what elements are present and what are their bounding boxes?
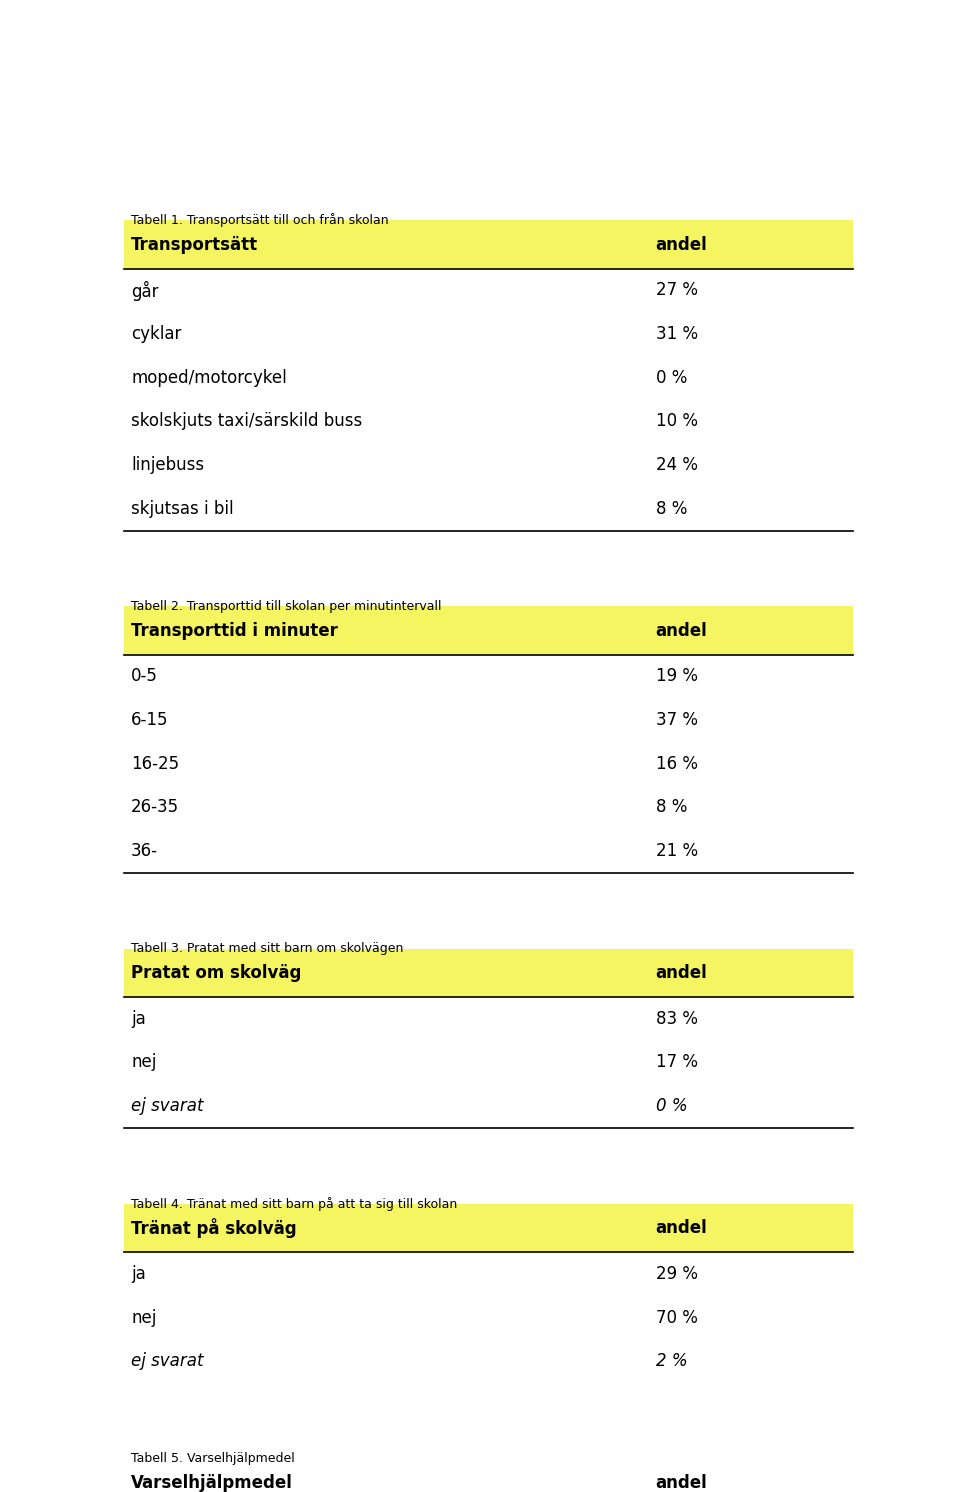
Text: 8 %: 8 % bbox=[656, 798, 687, 816]
Text: andel: andel bbox=[656, 622, 708, 640]
Text: andel: andel bbox=[656, 236, 708, 254]
Text: 24 %: 24 % bbox=[656, 457, 698, 474]
Text: 37 %: 37 % bbox=[656, 712, 698, 730]
Text: andel: andel bbox=[656, 1219, 708, 1237]
Text: Pratat om skolväg: Pratat om skolväg bbox=[132, 964, 301, 982]
Text: cyklar: cyklar bbox=[132, 325, 181, 343]
Text: Tabell 4. Tränat med sitt barn på att ta sig till skolan: Tabell 4. Tränat med sitt barn på att ta… bbox=[132, 1197, 457, 1212]
Text: 2 %: 2 % bbox=[656, 1352, 687, 1370]
Text: andel: andel bbox=[656, 1474, 708, 1492]
Text: Tränat på skolväg: Tränat på skolväg bbox=[132, 1217, 297, 1238]
Text: nej: nej bbox=[132, 1308, 156, 1326]
Text: 26-35: 26-35 bbox=[132, 798, 180, 816]
Text: 19 %: 19 % bbox=[656, 667, 698, 685]
Text: 83 %: 83 % bbox=[656, 1010, 698, 1028]
Text: 21 %: 21 % bbox=[656, 841, 698, 859]
Text: 8 %: 8 % bbox=[656, 500, 687, 518]
Text: Transportsätt: Transportsätt bbox=[132, 236, 258, 254]
Text: nej: nej bbox=[132, 1053, 156, 1071]
Bar bbox=[124, 221, 852, 269]
Bar bbox=[124, 949, 852, 997]
Text: 16-25: 16-25 bbox=[132, 755, 180, 773]
Text: ej svarat: ej svarat bbox=[132, 1097, 204, 1115]
Bar bbox=[124, 606, 852, 655]
Text: Tabell 1. Transportsätt till och från skolan: Tabell 1. Transportsätt till och från sk… bbox=[132, 213, 389, 227]
Text: Tabell 5. Varselhjälpmedel: Tabell 5. Varselhjälpmedel bbox=[132, 1452, 295, 1465]
Text: 0 %: 0 % bbox=[656, 1097, 687, 1115]
Text: ej svarat: ej svarat bbox=[132, 1352, 204, 1370]
Text: 36-: 36- bbox=[132, 841, 158, 859]
Text: skjutsas i bil: skjutsas i bil bbox=[132, 500, 234, 518]
Text: ja: ja bbox=[132, 1265, 146, 1283]
Text: skolskjuts taxi/särskild buss: skolskjuts taxi/särskild buss bbox=[132, 412, 363, 431]
Text: Tabell 2. Transporttid till skolan per minutintervall: Tabell 2. Transporttid till skolan per m… bbox=[132, 600, 442, 613]
Text: linjebuss: linjebuss bbox=[132, 457, 204, 474]
Bar bbox=[124, 1204, 852, 1252]
Text: Transporttid i minuter: Transporttid i minuter bbox=[132, 622, 338, 640]
Text: 0-5: 0-5 bbox=[132, 667, 158, 685]
Text: går: går bbox=[132, 280, 158, 300]
Text: 16 %: 16 % bbox=[656, 755, 698, 773]
Text: andel: andel bbox=[656, 964, 708, 982]
Text: 17 %: 17 % bbox=[656, 1053, 698, 1071]
Text: 27 %: 27 % bbox=[656, 282, 698, 300]
Text: ja: ja bbox=[132, 1010, 146, 1028]
Bar bbox=[124, 1459, 852, 1492]
Text: 70 %: 70 % bbox=[656, 1308, 698, 1326]
Text: 10 %: 10 % bbox=[656, 412, 698, 431]
Text: Varselhjälpmedel: Varselhjälpmedel bbox=[132, 1474, 293, 1492]
Text: 6-15: 6-15 bbox=[132, 712, 169, 730]
Text: 0 %: 0 % bbox=[656, 369, 687, 386]
Text: 29 %: 29 % bbox=[656, 1265, 698, 1283]
Text: moped/motorcykel: moped/motorcykel bbox=[132, 369, 287, 386]
Text: Tabell 3. Pratat med sitt barn om skolvägen: Tabell 3. Pratat med sitt barn om skolvä… bbox=[132, 941, 403, 955]
Text: 31 %: 31 % bbox=[656, 325, 698, 343]
